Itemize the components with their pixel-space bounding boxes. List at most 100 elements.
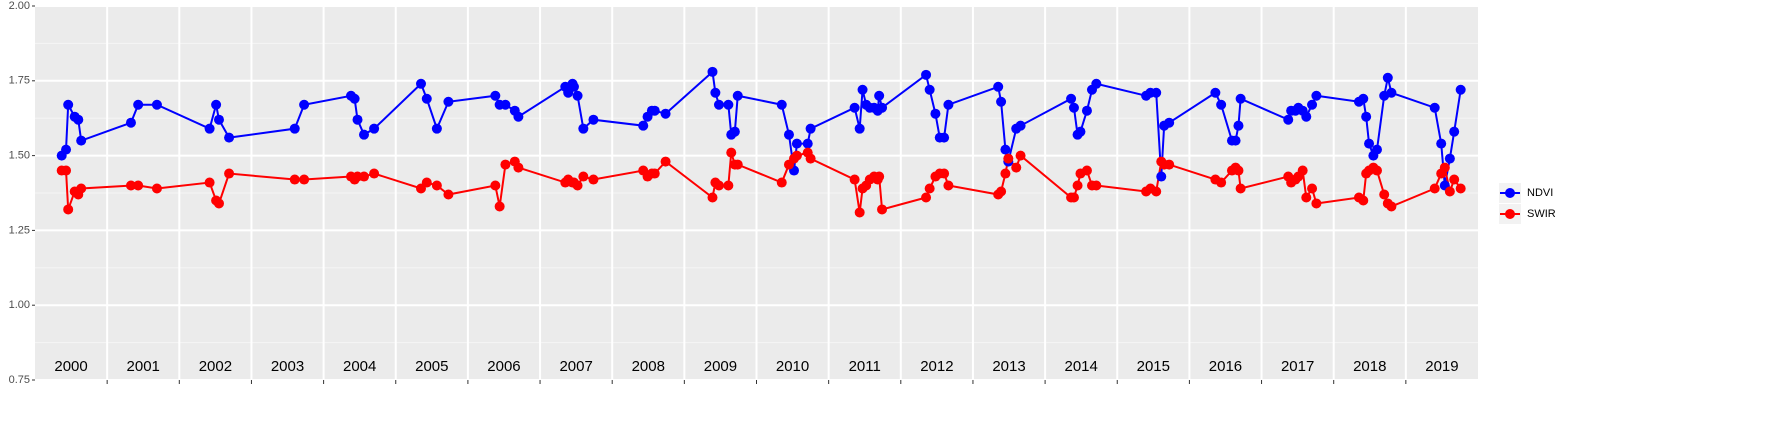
data-point — [1015, 120, 1026, 131]
data-point — [996, 96, 1007, 107]
data-point — [76, 183, 87, 194]
data-point — [805, 123, 816, 134]
data-point — [213, 114, 224, 125]
data-point — [805, 153, 816, 164]
data-point — [500, 159, 511, 170]
data-point — [1156, 171, 1167, 182]
data-point — [1358, 195, 1369, 206]
y-tick-label: 2.00 — [9, 0, 30, 12]
data-point — [1455, 183, 1466, 194]
data-point — [1233, 120, 1244, 131]
data-point — [921, 69, 932, 80]
data-point — [726, 147, 737, 158]
x-tick-label: 2014 — [1064, 358, 1097, 375]
data-point — [1235, 183, 1246, 194]
data-point — [1151, 186, 1162, 197]
data-point — [1000, 168, 1011, 179]
data-point — [660, 108, 671, 119]
data-point — [713, 99, 724, 110]
data-point — [61, 165, 72, 176]
data-point — [416, 78, 427, 89]
data-point — [921, 192, 932, 203]
data-point — [369, 123, 380, 134]
legend-label: SWIR — [1527, 208, 1556, 220]
data-point — [1072, 180, 1083, 191]
data-point — [151, 183, 162, 194]
data-point — [924, 84, 935, 95]
data-point — [854, 123, 865, 134]
data-point — [707, 192, 718, 203]
legend-label: NDVI — [1527, 187, 1553, 199]
data-point — [776, 99, 787, 110]
data-point — [1386, 201, 1397, 212]
data-point — [1444, 186, 1455, 197]
data-point — [443, 96, 454, 107]
y-tick-label: 0.75 — [9, 374, 30, 386]
data-point — [289, 174, 300, 185]
y-tick-label: 1.00 — [9, 299, 30, 311]
data-point — [1311, 90, 1322, 101]
data-point — [421, 93, 432, 104]
data-point — [1068, 192, 1079, 203]
data-point — [572, 90, 583, 101]
data-point — [1386, 87, 1397, 98]
data-point — [125, 117, 136, 128]
data-point — [224, 168, 235, 179]
data-point — [943, 180, 954, 191]
data-point — [857, 84, 868, 95]
data-point — [369, 168, 380, 179]
x-tick-label: 2019 — [1425, 358, 1458, 375]
data-point — [791, 150, 802, 161]
data-point — [1361, 111, 1372, 122]
data-point — [578, 171, 589, 182]
data-point — [204, 177, 215, 188]
x-tick-label: 2009 — [704, 358, 737, 375]
data-point — [224, 132, 235, 143]
data-point — [289, 123, 300, 134]
x-tick-label: 2016 — [1209, 358, 1242, 375]
data-point — [732, 90, 743, 101]
data-point — [1015, 150, 1026, 161]
data-point — [1364, 138, 1375, 149]
x-tick-label: 2018 — [1353, 358, 1386, 375]
data-point — [723, 99, 734, 110]
data-point — [710, 87, 721, 98]
data-point — [1283, 114, 1294, 125]
data-point — [1075, 126, 1086, 137]
data-point — [359, 171, 370, 182]
data-point — [299, 174, 310, 185]
data-point — [63, 99, 74, 110]
data-point — [1301, 192, 1312, 203]
data-point — [513, 111, 524, 122]
x-tick-label: 2001 — [127, 358, 160, 375]
data-point — [299, 99, 310, 110]
data-point — [1164, 159, 1175, 170]
data-point — [1210, 87, 1221, 98]
data-point — [1439, 162, 1450, 173]
data-point — [924, 183, 935, 194]
data-point — [443, 189, 454, 200]
data-point — [1444, 153, 1455, 164]
data-point — [1301, 111, 1312, 122]
data-point — [431, 180, 442, 191]
data-point — [996, 186, 1007, 197]
marks — [56, 66, 1466, 218]
data-point — [660, 156, 671, 167]
data-point — [939, 168, 950, 179]
data-point — [849, 174, 860, 185]
data-point — [76, 135, 87, 146]
data-point — [494, 201, 505, 212]
data-point — [930, 108, 941, 119]
data-point — [204, 123, 215, 134]
data-point — [1068, 102, 1079, 113]
data-point — [568, 81, 579, 92]
data-point — [359, 129, 370, 140]
data-point — [776, 177, 787, 188]
legend-key-point — [1505, 188, 1515, 198]
data-point — [1081, 165, 1092, 176]
data-point — [1151, 87, 1162, 98]
data-point — [783, 129, 794, 140]
data-point — [490, 180, 501, 191]
data-point — [1235, 93, 1246, 104]
data-point — [877, 204, 888, 215]
